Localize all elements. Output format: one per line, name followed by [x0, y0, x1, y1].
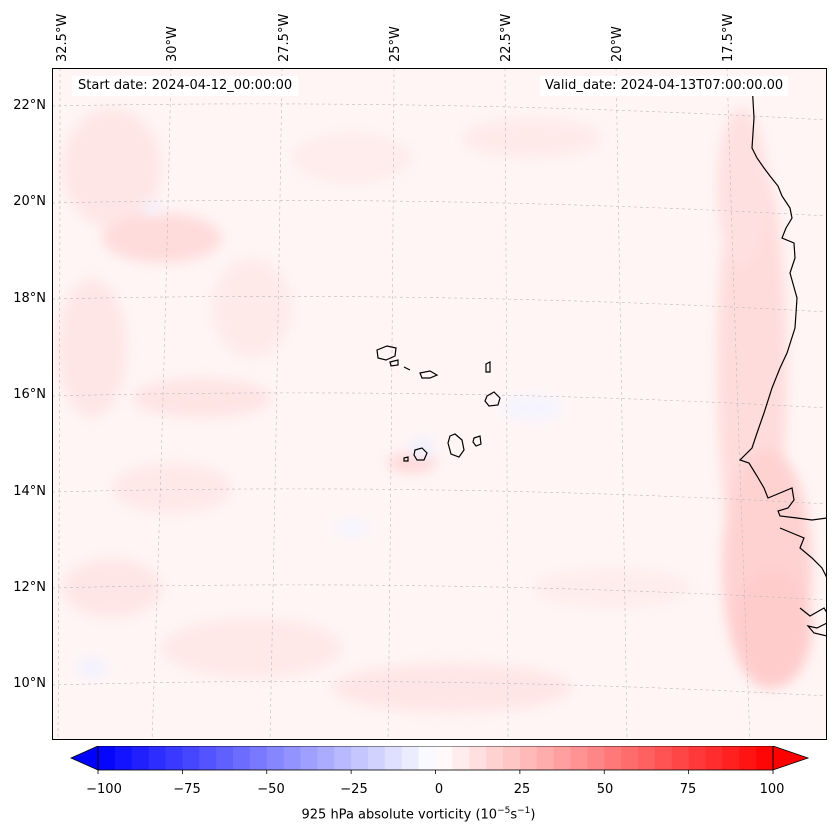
colorbar-bin	[587, 746, 605, 770]
colorbar-bin	[570, 746, 588, 770]
cb-tick-minus50: −50	[257, 782, 285, 797]
colorbar-bin	[401, 746, 420, 770]
colorbar-bin	[216, 746, 234, 770]
colorbar-bin	[604, 746, 622, 770]
cb-tick-minus75: −75	[173, 782, 201, 797]
lat-label-16n: 16°N	[13, 387, 46, 402]
colorbar-bin	[739, 746, 757, 770]
colorbar-bin	[756, 746, 774, 770]
colorbar-label: 925 hPa absolute vorticity (10−5s−1)	[301, 806, 536, 823]
colorbar-bin	[654, 746, 673, 770]
start-date-box: Start date: 2024-04-12_00:00:00	[72, 76, 299, 96]
colorbar-bin	[705, 746, 723, 770]
colorbar-extend-low	[70, 746, 99, 771]
lat-label-10n: 10°N	[13, 676, 46, 691]
colorbar-bin	[536, 746, 555, 770]
colorbar-bin	[300, 746, 318, 770]
start-date-text: Start date: 2024-04-12_00:00:00	[78, 78, 293, 93]
lon-label-22-5w: 22.5°W	[499, 13, 514, 62]
colorbar-bin	[469, 746, 487, 770]
colorbar-bin	[368, 746, 386, 770]
cb-tick-minus25: −25	[340, 782, 368, 797]
lon-label-27-5w: 27.5°W	[277, 13, 292, 62]
lon-label-30w: 30°W	[165, 26, 180, 62]
positive-vorticity-patches	[57, 108, 812, 713]
cb-tick-0: 0	[434, 782, 444, 797]
colorbar-bin	[621, 746, 639, 770]
colorbar-bin	[182, 746, 200, 770]
cb-tick-100: 100	[759, 782, 785, 797]
gridlines	[52, 68, 827, 740]
cb-tick-75: 75	[679, 782, 697, 797]
lat-label-20n: 20°N	[13, 194, 46, 209]
lon-label-17-5w: 17.5°W	[721, 13, 736, 62]
lat-label-22n: 22°N	[13, 98, 46, 113]
colorbar-bin	[148, 746, 166, 770]
lat-label-14n: 14°N	[13, 484, 46, 499]
colorbar-bin	[249, 746, 268, 770]
colorbar-bin	[452, 746, 470, 770]
colorbar-bin	[266, 746, 285, 770]
colorbar-bin	[553, 746, 571, 770]
colorbar-bin	[334, 746, 352, 770]
cape-verde-islands	[376, 345, 501, 462]
lat-label-12n: 12°N	[13, 580, 46, 595]
colorbar-bin	[486, 746, 504, 770]
colorbar-bin	[283, 746, 301, 770]
lon-label-25w: 25°W	[388, 26, 403, 62]
colorbar-bin	[503, 746, 521, 770]
vorticity-map	[52, 68, 827, 740]
colorbar-bin	[418, 746, 436, 770]
colorbar-bin	[351, 746, 369, 770]
cb-tick-25: 25	[513, 782, 531, 797]
colorbar-bin	[519, 746, 538, 770]
colorbar-bin	[317, 746, 335, 770]
cb-tick-50: 50	[596, 782, 614, 797]
colorbar	[70, 746, 810, 774]
lat-label-18n: 18°N	[13, 291, 46, 306]
colorbar-bin	[114, 746, 133, 770]
cb-tick-minus100: −100	[86, 782, 122, 797]
colorbar-bin	[638, 746, 656, 770]
colorbar-extend-high	[772, 746, 810, 771]
colorbar-bin	[199, 746, 217, 770]
valid-date-text: Valid_date: 2024-04-13T07:00:00.00	[545, 78, 784, 93]
valid-date-box: Valid_date: 2024-04-13T07:00:00.00	[540, 76, 789, 96]
colorbar-bin	[688, 746, 706, 770]
lon-label-20w: 20°W	[610, 26, 625, 62]
colorbar-bin	[131, 746, 150, 770]
lon-label-32-5w: 32.5°W	[55, 13, 70, 62]
colorbar-bin	[233, 746, 251, 770]
colorbar-bin	[671, 746, 690, 770]
colorbar-bin	[722, 746, 740, 770]
colorbar-bin	[165, 746, 183, 770]
colorbar-bin	[98, 746, 116, 770]
vorticity-field	[52, 68, 827, 740]
negative-vorticity-patches	[77, 202, 562, 678]
colorbar-bin	[435, 746, 453, 770]
colorbar-bin	[384, 746, 403, 770]
african-coastline	[738, 82, 827, 637]
